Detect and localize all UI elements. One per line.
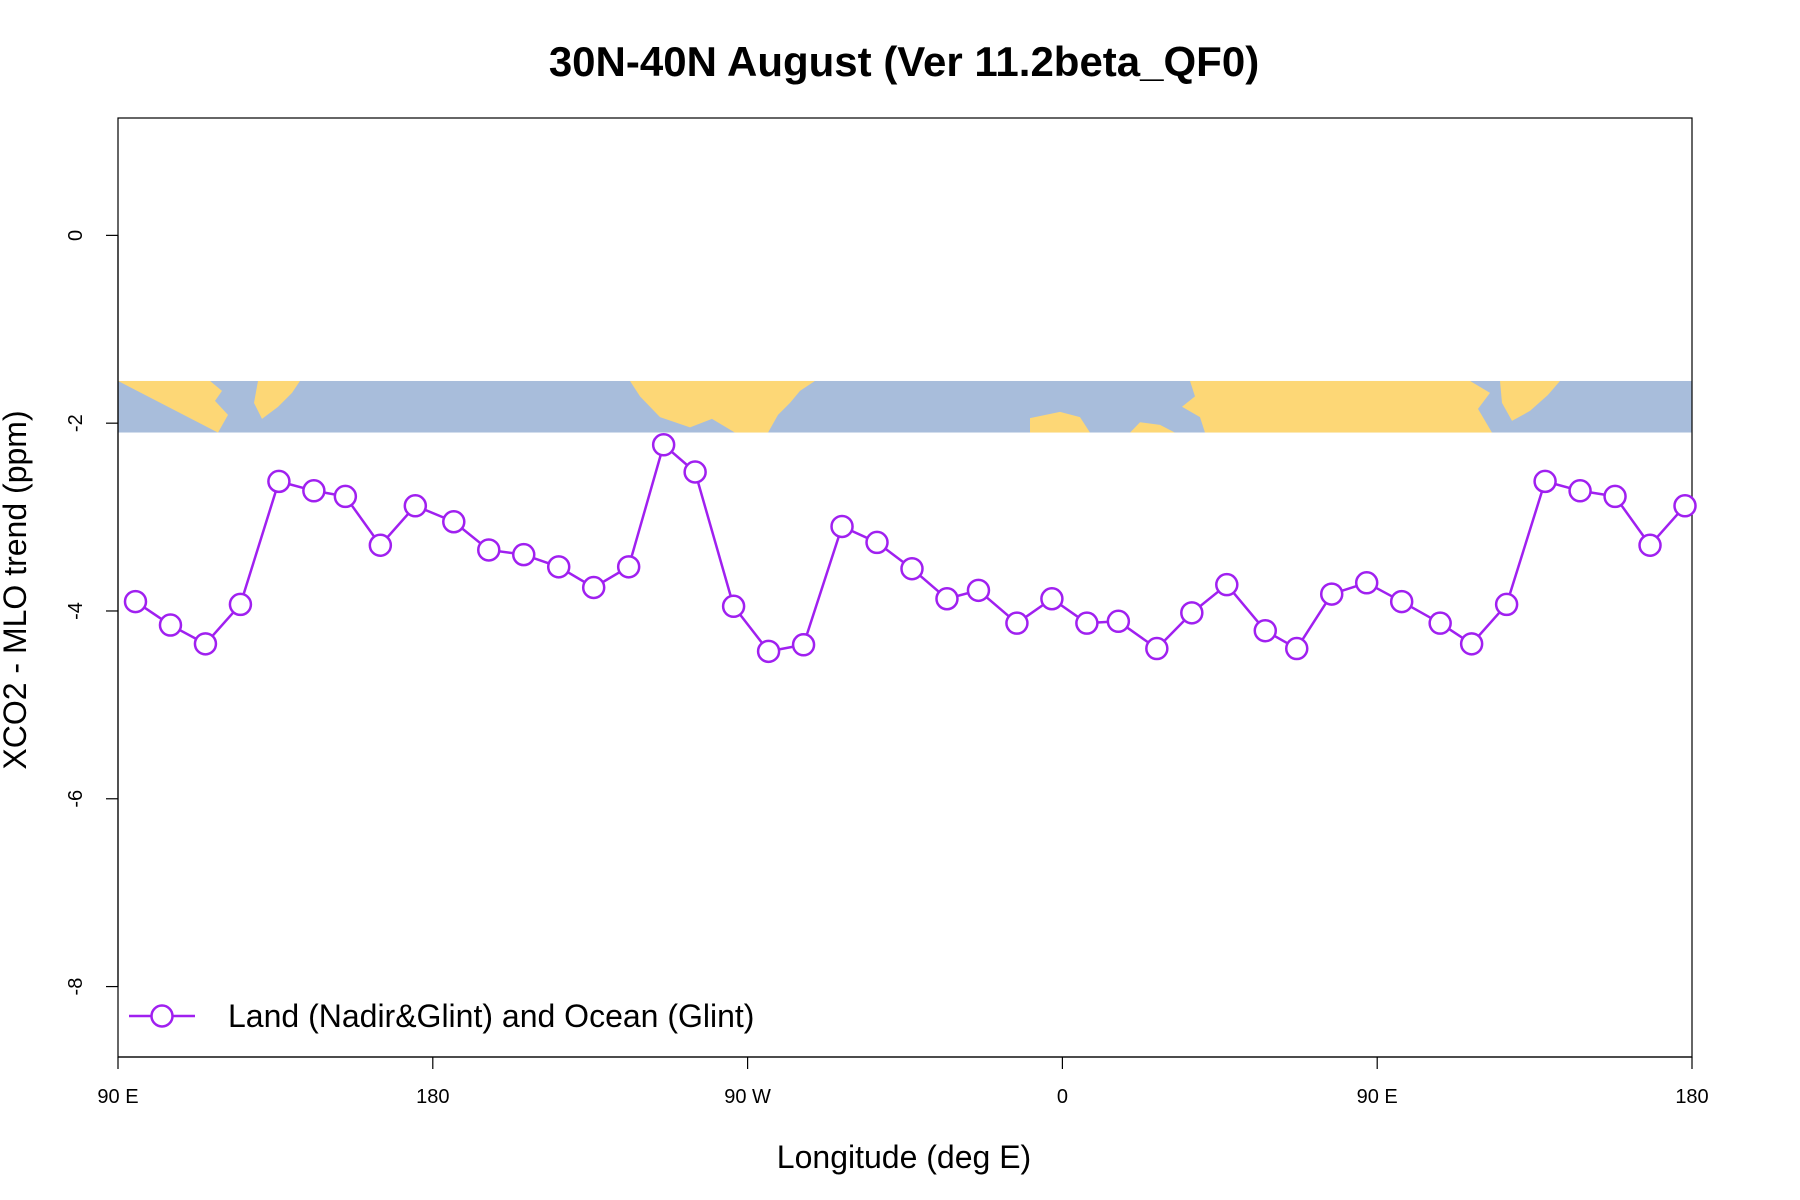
x-tick-label: 90 W	[724, 1086, 771, 1108]
data-point	[1075, 611, 1099, 635]
data-point	[1568, 479, 1592, 503]
data-point	[123, 589, 148, 614]
data-point	[333, 484, 358, 509]
series-group	[123, 433, 1697, 664]
series-line	[134, 443, 1686, 653]
data-point	[267, 469, 291, 494]
x-tick-label: 180	[416, 1086, 449, 1108]
chart-title: 30N-40N August (Ver 11.2beta_QF0)	[549, 38, 1259, 85]
legend-label: Land (Nadir&Glint) and Ocean (Glint)	[228, 998, 754, 1034]
data-point	[228, 592, 253, 617]
data-point	[1253, 618, 1278, 643]
data-point	[368, 533, 393, 557]
x-axis-title: Longitude (deg E)	[777, 1139, 1031, 1175]
data-point	[1106, 609, 1131, 634]
data-point	[683, 460, 707, 484]
legend-marker	[150, 1004, 174, 1028]
data-point	[900, 556, 924, 581]
data-point	[1428, 611, 1452, 635]
data-point	[1285, 636, 1309, 661]
map-band-land-shape	[254, 380, 300, 419]
plot-frame	[117, 117, 1693, 1058]
y-tick-label: -4	[65, 602, 87, 620]
data-point	[1533, 469, 1557, 494]
x-tick-label: 0	[1057, 1086, 1068, 1108]
data-point	[966, 578, 991, 603]
data-point	[791, 633, 816, 657]
data-point	[616, 555, 641, 579]
data-point	[1389, 589, 1414, 614]
map-band-land	[118, 380, 1560, 433]
data-point	[1215, 572, 1239, 597]
x-axis: 90 E 180 90 W 0 90 E 180	[97, 1056, 1709, 1108]
map-band-land-shape	[1030, 411, 1090, 433]
data-point	[193, 632, 218, 656]
y-tick-label: -8	[65, 978, 87, 996]
map-band	[118, 380, 1692, 433]
data-point	[442, 510, 466, 534]
data-point	[1603, 484, 1627, 509]
map-band-land-shape	[630, 380, 815, 433]
y-tick-label: -6	[65, 790, 87, 808]
data-point	[1040, 587, 1064, 611]
data-point	[1494, 592, 1519, 617]
data-point	[511, 542, 536, 567]
legend: Land (Nadir&Glint) and Ocean (Glint)	[129, 998, 754, 1034]
map-band-land-shape	[1130, 422, 1175, 433]
y-axis: 0 -2 -4 -6 -8	[65, 230, 119, 996]
data-point	[403, 494, 428, 518]
map-band-land-shape	[118, 380, 228, 433]
y-axis-title: XCO2 - MLO trend (ppm)	[0, 410, 33, 769]
data-point	[935, 587, 959, 611]
data-point	[581, 575, 606, 600]
data-point	[1145, 636, 1169, 661]
data-point	[830, 514, 854, 539]
data-point	[1180, 601, 1204, 625]
data-point	[1459, 632, 1484, 656]
x-tick-label: 90 E	[1357, 1086, 1398, 1108]
data-point	[1354, 571, 1379, 595]
data-point	[546, 555, 571, 579]
data-point	[721, 594, 746, 619]
x-tick-label: 180	[1675, 1086, 1708, 1108]
data-point	[651, 433, 676, 457]
x-tick-label: 90 E	[97, 1086, 138, 1108]
data-point	[477, 538, 501, 562]
map-band-land-shape	[1182, 380, 1492, 433]
y-tick-label: -2	[65, 414, 87, 432]
map-band-land-shape	[1500, 380, 1560, 421]
data-point	[302, 479, 326, 503]
data-point	[1673, 494, 1697, 518]
data-point	[756, 639, 781, 664]
data-point	[865, 530, 889, 555]
data-point	[158, 613, 183, 637]
data-point	[1638, 533, 1662, 557]
y-tick-label: 0	[65, 230, 87, 241]
data-point	[1005, 611, 1029, 635]
data-point	[1319, 582, 1344, 606]
